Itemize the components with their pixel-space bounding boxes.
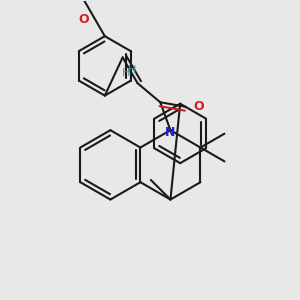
Text: O: O [194,100,204,113]
Text: H: H [122,68,130,78]
Text: H: H [128,65,136,75]
Text: N: N [165,126,176,139]
Text: O: O [78,13,89,26]
